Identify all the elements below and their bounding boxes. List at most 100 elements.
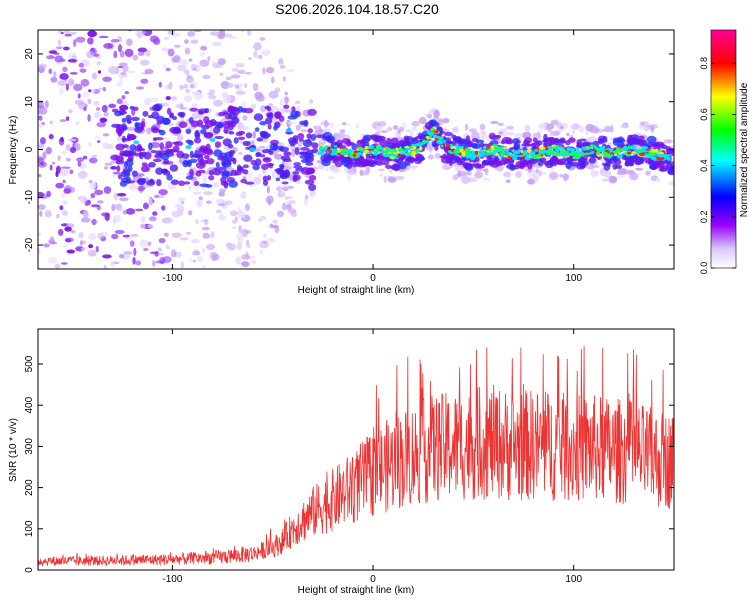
spectrogram-cell xyxy=(245,71,252,75)
spectrogram-cell xyxy=(570,161,580,167)
spectrogram-cell xyxy=(338,131,346,140)
spectrogram-cell xyxy=(588,152,593,155)
spectrogram-cell xyxy=(265,117,273,125)
spectrogram-cell xyxy=(201,226,210,231)
spectrogram-cell xyxy=(119,78,123,84)
spectrogram-cell xyxy=(235,90,246,95)
spectrogram-cell xyxy=(204,218,209,226)
spectrogram-cell xyxy=(217,155,227,161)
spectrogram-cell xyxy=(525,156,530,159)
spectrogram-cell xyxy=(164,36,169,41)
spectrogram-cell xyxy=(603,172,611,179)
spectrogram-cell xyxy=(483,145,487,150)
spectrogram-cell xyxy=(69,71,78,75)
spectrogram-cell xyxy=(553,151,559,156)
spectrogram-cell xyxy=(566,132,570,137)
spectrogram-cell xyxy=(158,129,166,136)
spectrogram-cell xyxy=(263,157,270,161)
spectrogram-cell xyxy=(158,189,168,196)
spectrogram-cell xyxy=(299,155,307,159)
spectrogram-cell xyxy=(561,152,567,157)
spectrogram-cell xyxy=(191,103,198,108)
spectrogram-cell xyxy=(44,210,52,218)
spectrogram-cell xyxy=(282,166,292,170)
spectrogram-cell xyxy=(277,190,286,198)
spectrogram-cell xyxy=(306,138,311,143)
spectrogram-y-tick-label: 10 xyxy=(24,96,35,108)
spectrogram-cell xyxy=(590,170,599,177)
spectrogram-cell xyxy=(435,130,439,134)
spectrogram-cell xyxy=(239,139,244,144)
spectrogram-cell xyxy=(292,135,299,143)
spectrogram-cell xyxy=(182,160,189,168)
spectrogram-cell xyxy=(379,173,384,177)
spectrogram-y-tick-label: 0 xyxy=(24,146,35,152)
spectrogram-cell xyxy=(212,182,219,188)
spectrogram-cell xyxy=(56,213,60,219)
spectrogram-cell xyxy=(279,98,284,107)
spectrogram-cell xyxy=(439,136,444,139)
spectrogram-cell xyxy=(411,120,420,127)
spectrogram-cell xyxy=(259,250,264,255)
spectrogram-cell xyxy=(69,147,77,154)
spectrogram-cell xyxy=(144,68,154,75)
spectrogram-cell xyxy=(224,151,233,160)
spectrogram-cell xyxy=(452,126,459,133)
spectrogram-cell xyxy=(184,47,191,55)
spectrogram-cell xyxy=(365,155,373,163)
spectrogram-cell xyxy=(187,30,196,37)
spectrogram-cell xyxy=(515,140,521,144)
spectrogram-cell xyxy=(552,155,557,160)
spectrogram-y-ticks: -20 -10 0 10 20 xyxy=(24,48,674,252)
spectrogram-cell xyxy=(342,121,346,126)
spectrogram-cell xyxy=(201,247,206,254)
spectrogram-cell xyxy=(141,31,146,35)
spectrogram-cell xyxy=(125,208,136,215)
spectrogram-cell xyxy=(62,200,68,206)
snr-series-line xyxy=(38,345,674,567)
spectrogram-cell xyxy=(207,235,216,238)
spectrogram-cell xyxy=(116,98,123,105)
snr-frame xyxy=(37,328,675,571)
spectrogram-cell xyxy=(238,224,242,234)
spectrogram-cell xyxy=(267,148,274,156)
spectrogram-cell xyxy=(68,109,73,114)
spectrogram-cell xyxy=(655,178,661,183)
spectrogram-cell xyxy=(158,81,163,88)
spectrogram-cell xyxy=(199,158,205,167)
spectrogram-cell xyxy=(442,118,450,124)
spectrogram-cell xyxy=(453,148,460,154)
spectrogram-cell xyxy=(64,30,71,34)
spectrogram-cell xyxy=(161,205,166,211)
spectrogram-cell xyxy=(235,211,245,216)
spectrogram-cell xyxy=(490,145,495,149)
spectrogram-cell xyxy=(122,209,127,215)
spectrogram-cell xyxy=(80,247,86,251)
spectrogram-cell xyxy=(108,103,116,109)
spectrogram-cell xyxy=(246,244,251,248)
spectrogram-cell xyxy=(524,124,531,132)
spectrogram-cell xyxy=(383,150,388,154)
spectrogram-cell xyxy=(155,167,164,175)
snr-x-tick-label: -100 xyxy=(162,574,182,585)
spectrogram-cell xyxy=(272,143,278,151)
spectrogram-cell xyxy=(522,140,530,145)
spectrogram-cell xyxy=(237,106,244,113)
spectrogram-cell xyxy=(155,150,162,157)
spectrogram-cell xyxy=(550,167,554,174)
spectrogram-cell xyxy=(650,130,655,134)
spectrogram-cell xyxy=(89,181,97,190)
spectrogram-cell xyxy=(208,169,215,176)
colorbar-tick-label: 0.8 xyxy=(699,57,709,70)
spectrogram-cell xyxy=(635,150,640,153)
spectrogram-x-label: Height of straight line (km) xyxy=(298,285,415,296)
spectrogram-cell xyxy=(472,143,482,150)
spectrogram-cell xyxy=(241,30,245,33)
spectrogram-cell xyxy=(176,134,184,142)
spectrogram-cell xyxy=(82,210,89,219)
spectrogram-cell xyxy=(132,256,136,265)
spectrogram-cell xyxy=(259,121,267,126)
spectrogram-cell xyxy=(538,122,547,130)
spectrogram-cell xyxy=(377,168,385,172)
spectrogram-cell xyxy=(38,143,45,149)
